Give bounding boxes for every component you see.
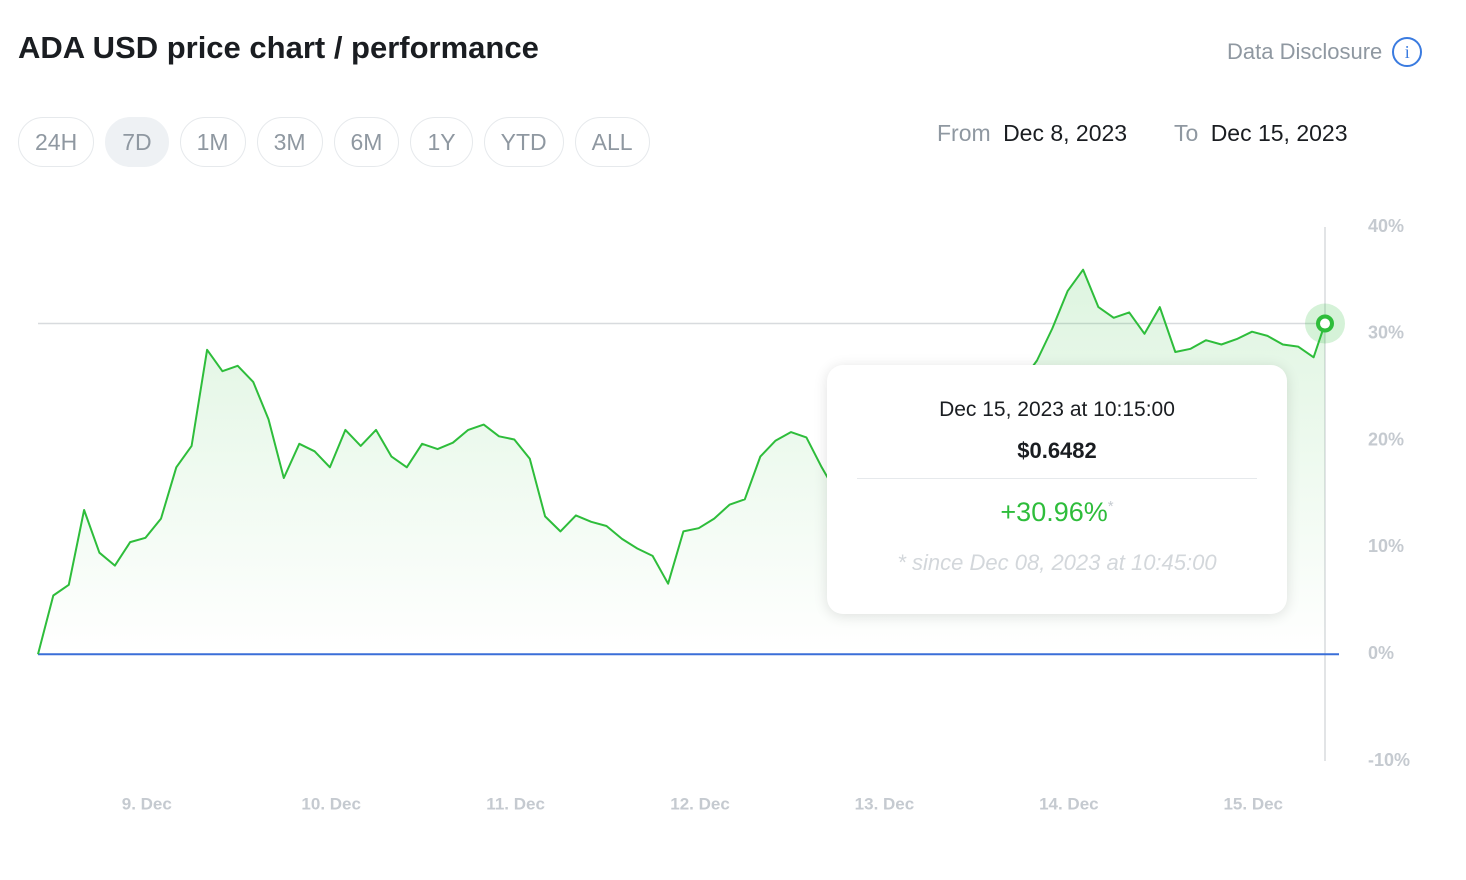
y-tick-label: 0%	[1368, 643, 1394, 663]
range-button[interactable]: ALL	[574, 117, 650, 167]
x-tick-label: 12. Dec	[670, 794, 730, 813]
y-tick-label: 10%	[1368, 536, 1404, 556]
x-tick-label: 13. Dec	[855, 794, 915, 813]
x-tick-label: 11. Dec	[486, 794, 545, 813]
tooltip-divider	[857, 478, 1257, 479]
tooltip-change-row: +30.96%*	[827, 497, 1287, 528]
y-tick-label: 40%	[1368, 216, 1404, 236]
tooltip-time: Dec 15, 2023 at 10:15:00	[939, 398, 1175, 421]
tooltip-note: * since Dec 08, 2023 at 10:45:00	[897, 550, 1217, 575]
x-tick-label: 9. Dec	[122, 794, 172, 813]
info-icon[interactable]: i	[1392, 37, 1423, 67]
range-button[interactable]: 24H	[18, 117, 95, 167]
range-button[interactable]: 3M	[256, 117, 323, 167]
range-button[interactable]: 1Y	[410, 117, 473, 167]
price-line	[37, 268, 1326, 655]
from-period: From Dec 8, 2023	[937, 120, 1127, 147]
x-tick-label: 14. Dec	[1039, 794, 1099, 813]
y-tick-label: 30%	[1368, 323, 1404, 343]
from-date[interactable]: Dec 8, 2023	[1003, 120, 1128, 146]
tooltip-change: +30.96%	[1000, 497, 1108, 527]
y-tick-label: -10%	[1368, 750, 1410, 770]
tooltip: Dec 15, 2023 at 10:15:00 $0.6482 +30.96%…	[827, 365, 1287, 614]
from-label: From	[937, 120, 991, 146]
data-disclosure[interactable]: Data Disclosure i	[1227, 37, 1423, 67]
to-label: To	[1174, 120, 1199, 146]
range-button[interactable]: YTD	[483, 117, 564, 167]
range-selector: 24H 7D 1M 3M 6M 1Y YTD ALL	[18, 117, 650, 167]
page-title: ADA USD price chart / performance	[18, 30, 539, 65]
tooltip-note-mark: *	[1107, 498, 1114, 515]
range-button[interactable]: 1M	[179, 117, 246, 167]
disclosure-text[interactable]: Data Disclosure	[1227, 39, 1383, 64]
current-point	[1316, 314, 1334, 333]
x-tick-label: 15. Dec	[1223, 794, 1283, 813]
range-button[interactable]: 6M	[333, 117, 400, 167]
tooltip-price: $0.6482	[1017, 438, 1097, 463]
to-date[interactable]: Dec 15, 2023	[1210, 120, 1348, 146]
range-button[interactable]: 7D	[105, 117, 169, 167]
x-tick-label: 10. Dec	[301, 794, 361, 813]
y-tick-label: 20%	[1368, 429, 1404, 449]
to-period: To Dec 15, 2023	[1174, 120, 1348, 147]
